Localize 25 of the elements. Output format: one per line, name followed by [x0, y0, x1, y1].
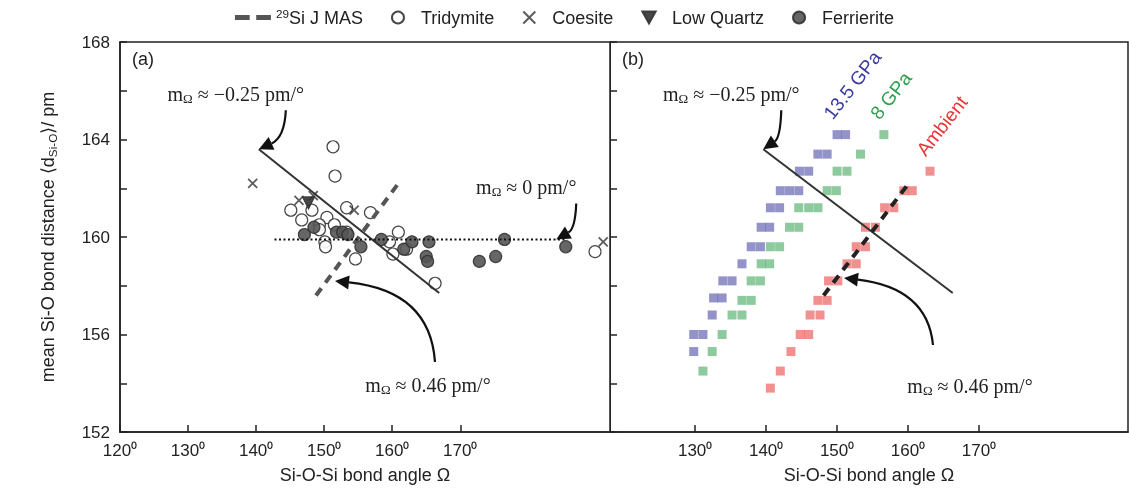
annotation: (a)	[132, 49, 154, 69]
legend-label: Ferrierite	[822, 7, 895, 28]
x-tick-label: 160⁰	[375, 441, 410, 460]
legend-label: Low Quartz	[672, 7, 765, 28]
y-tick-label: 160	[81, 227, 110, 247]
y-tick-label: 156	[81, 325, 110, 344]
x-tick-label: 140⁰	[748, 441, 784, 460]
x-axis-title: Si-O-Si bond angle Ω	[279, 465, 451, 485]
annotation: (b)	[622, 49, 644, 69]
x-tick-label: 170⁰	[443, 441, 478, 460]
y-tick-label: 152	[81, 422, 110, 442]
x-tick-label: 120⁰	[102, 441, 138, 460]
legend-label: Coesite	[552, 7, 614, 28]
y-axis-title: mean Si-O bond distance ⟨dSi-O⟩/ pm	[37, 91, 59, 383]
x-axis-title: Si-O-Si bond angle Ω	[783, 465, 955, 485]
legend-label: Tridymite	[420, 7, 495, 28]
y-tick-label: 168	[81, 32, 110, 52]
x-tick-label: 170⁰	[961, 441, 997, 460]
x-tick-label: 150⁰	[819, 441, 855, 460]
x-tick-label: 130⁰	[170, 441, 206, 460]
x-tick-label: 150⁰	[306, 441, 342, 460]
x-tick-label: 140⁰	[238, 441, 274, 460]
x-tick-label: 130⁰	[677, 441, 713, 460]
x-tick-label: 160⁰	[890, 441, 926, 460]
y-tick-label: 164	[81, 130, 110, 149]
